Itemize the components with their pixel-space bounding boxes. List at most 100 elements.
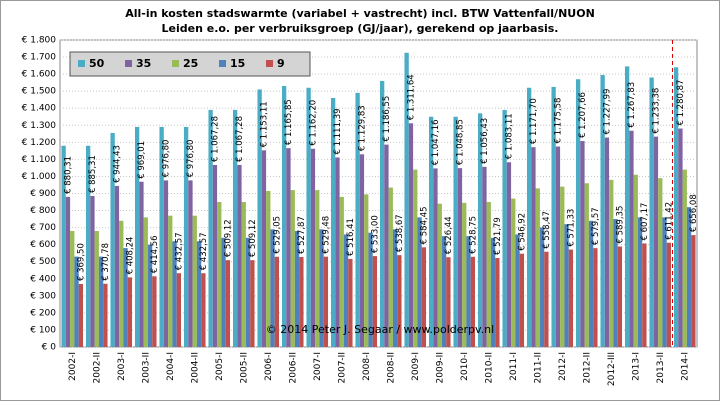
bar (212, 164, 218, 347)
bar (495, 258, 500, 347)
x-tick-label: 2003-II (141, 352, 151, 383)
bar (477, 113, 483, 347)
bar (502, 109, 507, 347)
value-label: € 579,57 (591, 207, 601, 245)
bar (555, 146, 561, 347)
value-label: € 370,78 (101, 243, 111, 281)
legend-label: 35 (136, 57, 151, 70)
y-tick-label: € 400 (30, 274, 56, 284)
bar (662, 217, 667, 347)
bar (270, 229, 275, 347)
value-label: € 509,12 (248, 219, 258, 257)
bar (486, 202, 491, 347)
bar (110, 132, 115, 347)
value-label: € 1.186,55 (382, 96, 392, 142)
legend-swatch (219, 60, 226, 67)
bar (147, 244, 153, 347)
bar (600, 74, 605, 347)
bar (163, 180, 169, 347)
legend-label: 50 (89, 57, 105, 70)
value-label: € 1.067,28 (235, 116, 245, 162)
y-tick-label: € 100 (30, 325, 56, 335)
bar (551, 86, 556, 348)
value-label: € 538,67 (395, 214, 405, 252)
value-label: € 944,43 (112, 145, 122, 183)
bar (368, 232, 373, 347)
bar (319, 229, 324, 347)
y-tick-label: € 800 (30, 206, 56, 216)
value-label: € 1.111,39 (333, 108, 343, 154)
bar (306, 87, 311, 347)
bar (642, 243, 647, 347)
value-label: € 1.162,20 (308, 100, 318, 146)
bar (168, 215, 173, 347)
bar (384, 144, 389, 347)
bar (470, 256, 476, 347)
legend-label: 15 (230, 57, 245, 70)
x-tick-label: 2007-I (313, 352, 323, 381)
bar (286, 148, 291, 347)
bar (609, 179, 614, 347)
bar (457, 168, 463, 347)
bar (388, 187, 393, 347)
value-label: € 408,24 (125, 237, 135, 275)
y-tick-label: € 1.200 (22, 138, 57, 148)
bar (433, 168, 438, 347)
y-tick-label: € 200 (30, 308, 56, 318)
bar (217, 202, 222, 347)
y-tick-label: € 1.100 (22, 155, 57, 165)
bar (183, 126, 189, 347)
bar (392, 229, 398, 347)
bar (519, 253, 525, 347)
bar (196, 241, 202, 347)
watermark: © 2014 Peter J. Segaar / www.polderpv.nl (266, 323, 494, 336)
x-tick-label: 2009-II (435, 352, 445, 383)
value-label: € 1.083,11 (504, 113, 514, 159)
x-tick-label: 2002-I (68, 352, 78, 381)
x-tick-label: 2012-I (558, 352, 568, 381)
x-tick-label: 2014-I (680, 352, 690, 381)
y-tick-label: € 1.600 (22, 70, 57, 80)
value-label: € 1.207,66 (578, 92, 588, 138)
y-tick-label: € 900 (30, 189, 56, 199)
legend: 50 35 25 15 9 (69, 51, 311, 77)
bar (453, 116, 458, 347)
bar (294, 231, 300, 347)
bar (85, 145, 91, 347)
value-label: € 529,48 (321, 216, 331, 254)
bar (682, 169, 687, 347)
bar (315, 190, 320, 347)
bar (310, 148, 316, 347)
bar (261, 150, 267, 347)
y-tick-label: € 300 (30, 291, 56, 301)
bar (560, 186, 565, 347)
x-tick-label: 2010-I (460, 352, 470, 381)
bar (653, 136, 659, 347)
bar (539, 227, 545, 347)
bar (134, 126, 140, 347)
bar (379, 80, 385, 347)
bar (208, 109, 213, 347)
value-label: € 546,92 (517, 213, 527, 251)
value-label: € 1.056,43 (480, 118, 490, 164)
value-label: € 969,01 (137, 141, 147, 179)
bar (245, 237, 251, 347)
value-label: € 1.171,70 (529, 98, 539, 144)
bar (299, 256, 304, 347)
value-label: € 521,79 (493, 217, 503, 255)
value-label: € 1.280,87 (676, 80, 686, 126)
bar (274, 256, 280, 347)
x-tick-label: 2013-I (631, 352, 641, 381)
bar (250, 260, 255, 347)
bar (348, 258, 353, 347)
bar (281, 86, 287, 348)
value-label: € 509,12 (223, 219, 233, 257)
bar (421, 247, 427, 347)
bar (192, 215, 197, 347)
bar (564, 224, 569, 347)
x-tick-label: 2006-I (264, 352, 274, 381)
bar (441, 236, 447, 347)
bar (359, 154, 365, 347)
value-label: € 584,45 (419, 206, 429, 244)
bar (90, 196, 95, 347)
